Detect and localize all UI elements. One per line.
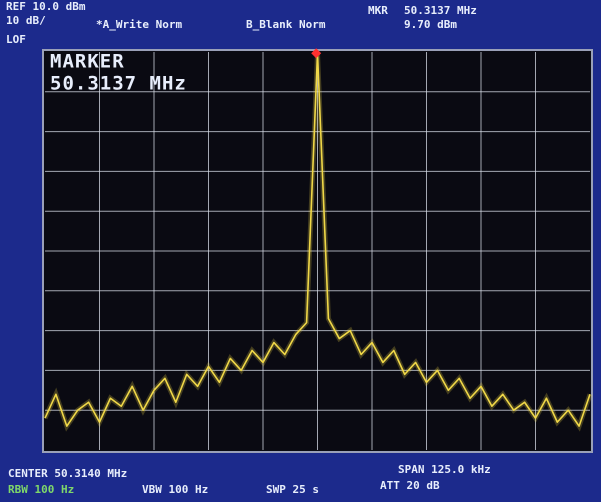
mkr-freq: 50.3137 MHz (404, 4, 477, 17)
lof: LOF (6, 33, 26, 46)
span: SPAN 125.0 kHz (398, 463, 491, 476)
grid (45, 52, 590, 450)
mkr-label: MKR (368, 4, 388, 17)
marker-freq: 50.3137 MHz (50, 73, 187, 95)
marker-title: MARKER (50, 51, 125, 73)
rbw: RBW 100 Hz (8, 483, 74, 496)
center-freq: CENTER 50.3140 MHz (8, 467, 127, 480)
attenuation: ATT 20 dB (380, 479, 440, 492)
sweep: SWP 25 s (266, 483, 319, 496)
scale: 10 dB/ (6, 14, 46, 27)
ref-level: REF 10.0 dBm (6, 0, 86, 13)
trace-a: *A_Write Norm (96, 18, 182, 31)
vbw: VBW 100 Hz (142, 483, 208, 496)
marker-diamond (311, 48, 322, 59)
trace-b: B_Blank Norm (246, 18, 326, 31)
mkr-level: 9.70 dBm (404, 18, 457, 31)
